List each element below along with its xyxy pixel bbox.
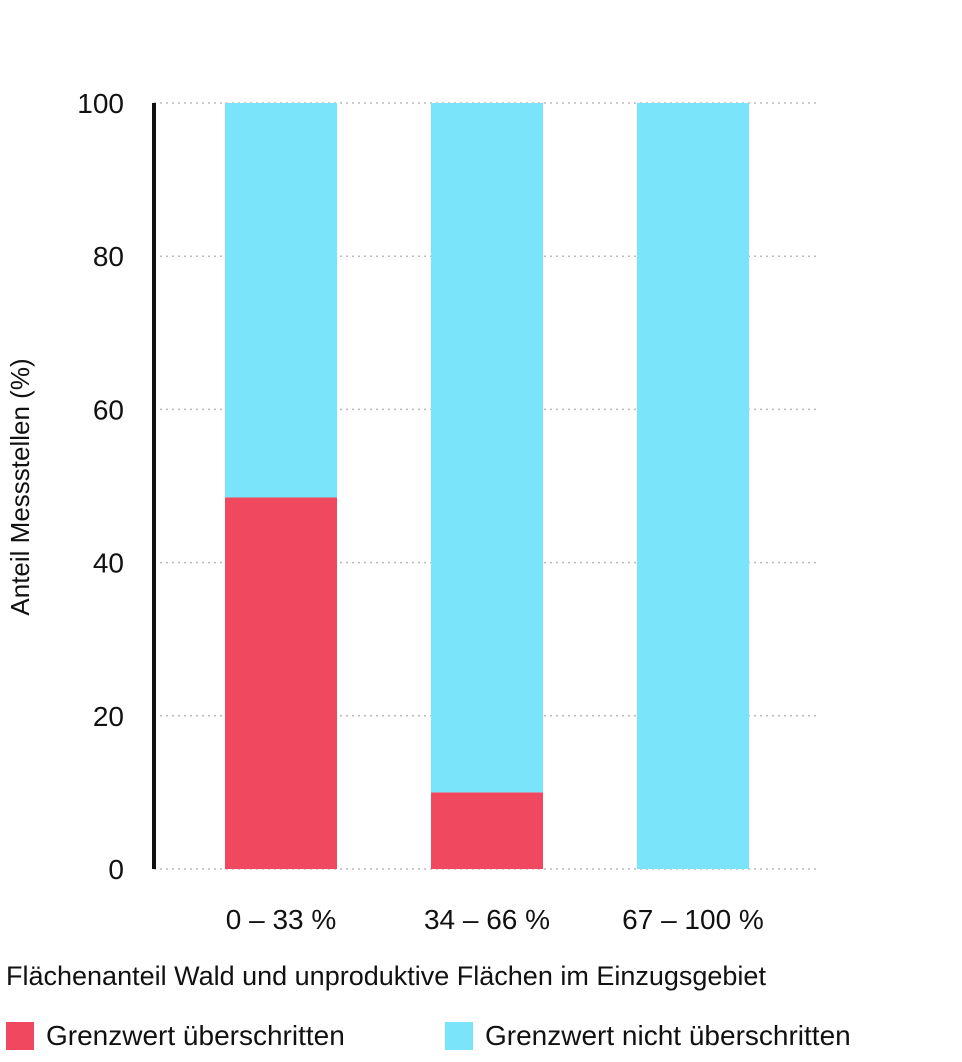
y-tick-label: 80	[93, 241, 124, 272]
x-tick-labels: 0 – 33 % 34 – 66 % 67 – 100 %	[226, 904, 764, 935]
y-tick-label: 0	[108, 854, 124, 885]
legend-item-not-exceeded: Grenzwert nicht überschritten	[445, 1020, 851, 1052]
legend-swatch-not-exceeded	[445, 1022, 473, 1050]
legend-item-exceeded: Grenzwert überschritten	[6, 1020, 345, 1052]
y-tick-labels: 0 20 40 60 80 100	[77, 88, 124, 885]
bar-segment-not-exceeded	[637, 103, 749, 869]
legend: Grenzwert überschritten Grenzwert nicht …	[0, 1016, 962, 1056]
y-tick-label: 40	[93, 548, 124, 579]
y-axis-title: Anteil Messstellen (%)	[5, 358, 35, 615]
legend-label-exceeded: Grenzwert überschritten	[46, 1020, 345, 1051]
bars	[225, 103, 749, 869]
x-tick-label: 67 – 100 %	[622, 904, 764, 935]
bar-segment-not-exceeded	[225, 103, 337, 498]
y-tick-label: 60	[93, 394, 124, 425]
bar-segment-not-exceeded	[431, 103, 543, 793]
y-tick-label: 20	[93, 701, 124, 732]
legend-swatch-exceeded	[6, 1022, 34, 1050]
x-axis-title: Flächenanteil Wald und unproduktive Fläc…	[6, 961, 766, 991]
y-tick-label: 100	[77, 88, 124, 119]
legend-label-not-exceeded: Grenzwert nicht überschritten	[485, 1020, 851, 1051]
x-tick-label: 34 – 66 %	[424, 904, 550, 935]
bar-segment-exceeded	[431, 792, 543, 869]
bar-segment-exceeded	[225, 497, 337, 869]
x-tick-label: 0 – 33 %	[226, 904, 337, 935]
